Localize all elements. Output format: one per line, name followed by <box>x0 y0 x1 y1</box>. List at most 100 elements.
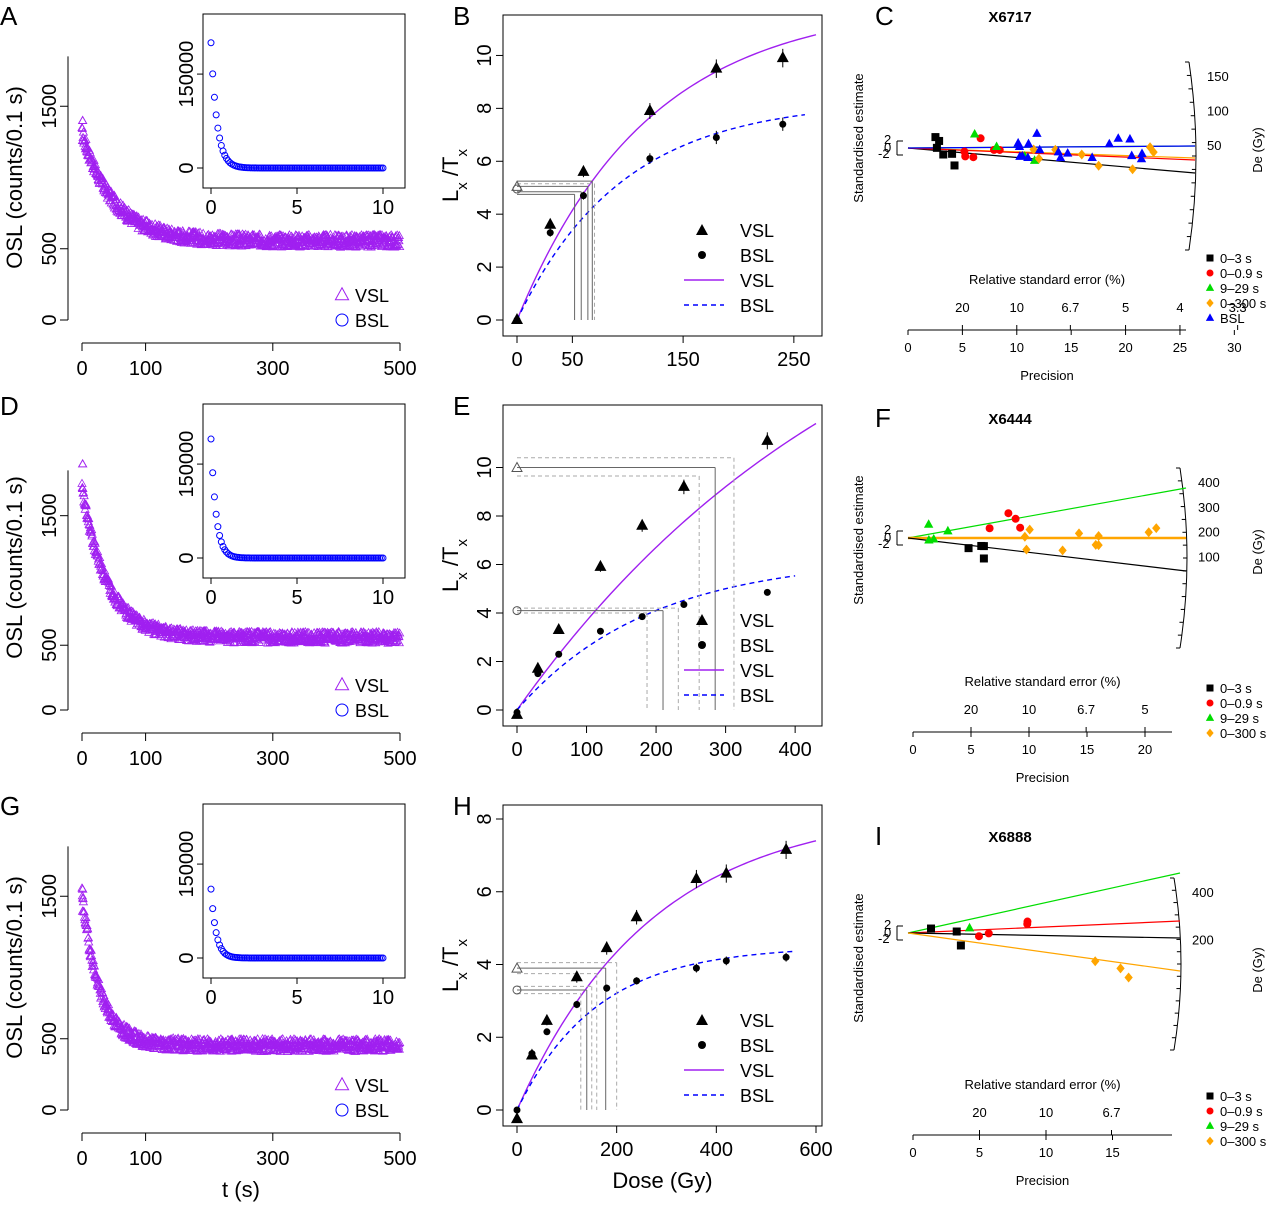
plot-frame <box>502 14 823 337</box>
vsl-point <box>298 240 308 249</box>
vsl-point <box>77 906 88 915</box>
x-tick-label: 0 <box>511 349 522 371</box>
vsl-point <box>79 490 89 500</box>
x-tick-label: 300 <box>256 1148 289 1170</box>
rse-tick-label: 3.3 <box>1229 300 1247 315</box>
legend-bsl-marker <box>335 703 349 717</box>
radial-legend-marker <box>1206 269 1214 277</box>
y-tick-label: 10 <box>474 44 496 66</box>
radial-legend-label: 0–0.9 s <box>1220 1104 1263 1119</box>
bsl-point <box>210 493 218 501</box>
vsl-point <box>77 135 88 144</box>
bsl-point <box>216 941 224 949</box>
vsl-point <box>374 626 384 636</box>
vsl-point <box>200 627 210 636</box>
inset-x-tick-label: 10 <box>372 197 394 219</box>
inset-bsl: 0 5 10 0 150000 <box>176 13 406 219</box>
de-tick-label: 100 <box>1207 103 1229 118</box>
legend-bsl-fit-label: BSL <box>740 296 774 316</box>
bsl-point <box>543 1028 551 1036</box>
legend-vsl-fit-label: VSL <box>740 661 774 681</box>
inset-y-tick-label: 0 <box>176 552 198 563</box>
radial-point <box>1034 153 1044 164</box>
legend-vsl-marker <box>696 614 708 625</box>
radial-point <box>976 134 985 143</box>
vsl-point <box>78 897 89 906</box>
y-axis-label: Lx /Tx <box>438 939 471 992</box>
y-tick-label: 500 <box>39 232 61 265</box>
x-axis-label: Precision <box>1016 1173 1069 1188</box>
bsl-point <box>555 650 563 658</box>
vsl-point <box>82 924 93 933</box>
vsl-point <box>99 566 110 575</box>
radial-point <box>1055 152 1066 162</box>
vsl-point <box>79 907 89 916</box>
vsl-decay-series <box>77 883 405 1055</box>
radial-point <box>1020 531 1030 542</box>
radial-point <box>1127 150 1137 160</box>
vsl-point <box>540 1013 553 1025</box>
radial-point <box>927 924 936 933</box>
vsl-point <box>276 242 287 251</box>
growth-panel-B: B 0 2 4 6 8 10 0 50 150 250 Lx /Tx VSL BSL VSL BSL <box>438 1 823 371</box>
vsl-point <box>99 990 109 1000</box>
rse-tick-label: 10 <box>1010 300 1024 315</box>
vsl-point <box>109 589 119 599</box>
precision-tick-label: 15 <box>1105 1145 1119 1160</box>
x-tick-label: 150 <box>666 349 699 371</box>
vsl-point <box>90 538 100 547</box>
precision-tick-label: 5 <box>967 742 974 757</box>
precision-tick-label: 10 <box>1039 1145 1053 1160</box>
radial-point <box>923 519 934 528</box>
radial-point <box>943 525 953 535</box>
radial-point <box>1029 144 1038 155</box>
vsl-point <box>511 1112 523 1124</box>
legend-bsl-marker <box>698 1041 706 1049</box>
bsl-point <box>379 954 387 962</box>
vsl-point <box>89 541 99 550</box>
radial-point <box>932 143 941 152</box>
inset-y-tick-label: 0 <box>176 952 198 963</box>
bsl-point <box>219 542 227 550</box>
radial-point <box>991 141 1002 151</box>
vsl-point <box>87 154 97 163</box>
y-tick-label: 4 <box>474 209 496 220</box>
vsl-point <box>81 501 91 510</box>
rse-tick-label: 4 <box>1176 300 1183 315</box>
vsl-point <box>95 557 105 567</box>
legend-bsl-marker <box>698 641 706 649</box>
radial-ray <box>907 872 1181 934</box>
inset-y-tick-label: 0 <box>176 162 198 173</box>
rse-tick-label: 6.7 <box>1077 702 1095 717</box>
vsl-point <box>323 1037 333 1046</box>
bsl-point <box>779 120 787 128</box>
vsl-point <box>96 558 107 567</box>
bsl-point <box>214 523 222 531</box>
radial-legend-marker <box>1206 684 1214 692</box>
bsl-point <box>763 588 771 596</box>
fit-curve-bsl <box>516 113 806 321</box>
precision-tick-label: 10 <box>1010 340 1024 355</box>
vsl-point <box>92 546 103 556</box>
vsl-point <box>85 525 95 534</box>
y-tick-label: 0 <box>39 314 61 325</box>
fit-curve-bsl <box>516 950 797 1111</box>
precision-tick-label: 15 <box>1080 742 1094 757</box>
std-tick-label: 2 <box>884 132 891 147</box>
vsl-point <box>241 637 251 646</box>
y-axis-label: Lx /Tx <box>438 539 471 592</box>
x-axis-label: Dose (Gy) <box>612 1168 712 1193</box>
rse-axis-label: Relative standard error (%) <box>969 272 1125 287</box>
vsl-point <box>90 537 100 546</box>
x-tick-label: 0 <box>76 748 87 770</box>
radial-point <box>1025 524 1034 535</box>
vsl-point <box>163 233 174 243</box>
vsl-point <box>254 1045 265 1054</box>
vsl-point <box>544 217 557 229</box>
vsl-point <box>249 230 259 239</box>
vsl-point <box>94 981 105 990</box>
radial-ray <box>907 932 1181 972</box>
legend-bsl-label: BSL <box>355 1101 389 1121</box>
